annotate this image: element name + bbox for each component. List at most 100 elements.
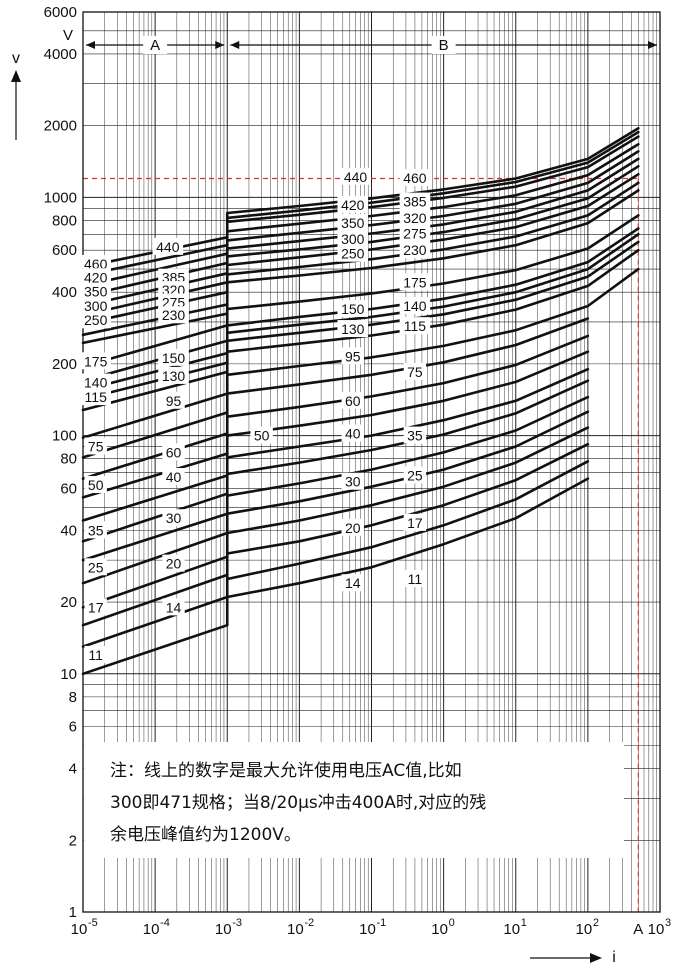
- curve-b-115: [226, 248, 640, 353]
- x-tick-exponent: -4: [160, 917, 170, 929]
- curve-b-40: [226, 367, 590, 459]
- x-tick-exponent: 0: [449, 917, 455, 929]
- curve-label: 20: [345, 520, 361, 536]
- curve-b-20: [226, 426, 590, 535]
- y-axis-arrow: [11, 70, 21, 140]
- curve-label: 11: [408, 571, 423, 587]
- curve-a-30: [81, 512, 229, 562]
- curve-label-bg: [399, 169, 431, 187]
- curve-b-140: [226, 233, 640, 335]
- x-tick-exponent: -1: [377, 917, 387, 929]
- x-tick-label: 10: [431, 921, 448, 938]
- curve-label: 440: [344, 169, 368, 185]
- curve-label: 25: [88, 559, 104, 575]
- curve-label-bg: [158, 348, 189, 366]
- note-line-2: 300即471规格；当8/20μs冲击400A时,对应的残: [110, 793, 486, 813]
- x-axis-arrow: [530, 953, 602, 963]
- x-tick-label: 10: [143, 921, 160, 938]
- curve-label: 140: [84, 375, 108, 391]
- curve-label-bg: [162, 391, 185, 409]
- curve-a-250: [81, 303, 229, 337]
- curve-label-bg: [162, 468, 185, 486]
- x-tick-label: 10: [576, 921, 593, 938]
- curve-label-bg: [84, 437, 107, 455]
- region-arrow-left: [230, 41, 240, 49]
- curve-label: 175: [84, 353, 108, 369]
- region-arrow-right: [215, 41, 225, 49]
- curve-b-350: [226, 150, 640, 242]
- curve-label-bg: [152, 237, 184, 255]
- y-tick-label: 10: [60, 666, 77, 683]
- curve-b-300: [226, 165, 640, 258]
- curve-a-11: [81, 623, 229, 676]
- curve-label-bg: [341, 391, 364, 409]
- region-arrow-left: [86, 41, 95, 49]
- curve-label: 150: [162, 350, 186, 366]
- curve-label-bg: [84, 521, 107, 539]
- curve-label-bg: [162, 554, 185, 572]
- curve-label: 60: [166, 444, 182, 460]
- curve-label-bg: [337, 229, 369, 247]
- curve-b-130: [226, 240, 640, 343]
- curve-b-460: [226, 127, 640, 215]
- x-tick-exponent: 1: [521, 917, 527, 929]
- x-axis-label: i: [612, 949, 616, 966]
- curve-label: 14: [345, 575, 361, 591]
- curve-label-bg: [162, 509, 185, 527]
- curve-label: 275: [403, 226, 427, 242]
- curve-a-75: [81, 411, 229, 459]
- curve-label: 75: [407, 364, 423, 380]
- y-tick-label: 4000: [44, 46, 77, 63]
- curve-label: 420: [341, 197, 365, 213]
- curve-label-bg: [341, 472, 364, 490]
- y-tick-label: 800: [52, 212, 77, 229]
- x-tick-label: 10: [648, 921, 665, 938]
- x-tick-label: 10: [503, 921, 520, 938]
- x-tick-exponent: -5: [88, 917, 98, 929]
- y-tick-label: 6: [69, 719, 77, 736]
- y-tick-label: 2000: [44, 118, 77, 135]
- curve-label: 11: [88, 647, 103, 663]
- y-tick-label: 8: [69, 689, 77, 706]
- curve-label: 75: [88, 438, 104, 454]
- curve-a-35: [81, 492, 229, 543]
- curve-label-bg: [399, 224, 431, 242]
- curve-b-440: [226, 130, 640, 220]
- y-tick-label: 6000: [44, 4, 77, 21]
- x-tick-label: 10: [287, 921, 304, 938]
- curve-label-bg: [158, 306, 189, 324]
- curve-b-60: [226, 334, 590, 418]
- curve-b-230: [226, 189, 640, 284]
- curve-label: 460: [403, 170, 427, 186]
- curve-label-bg: [80, 296, 112, 314]
- curve-label: 300: [341, 231, 365, 247]
- curve-label: 320: [403, 210, 427, 226]
- curve-label: 50: [88, 477, 104, 493]
- plot-frame: [82, 11, 661, 913]
- y-tick-label: 100: [52, 428, 77, 445]
- curve-label: 300: [84, 298, 108, 314]
- region-label-bg: [431, 36, 456, 54]
- x-tick-exponent: -3: [232, 917, 242, 929]
- curve-label: 250: [84, 312, 108, 328]
- curve-label: 350: [341, 215, 365, 231]
- curve-label-bg: [84, 645, 107, 663]
- curve-label: 35: [407, 428, 423, 444]
- curve-a-25: [81, 531, 229, 585]
- curve-label-bg: [403, 362, 427, 380]
- y-tick-label: 400: [52, 284, 77, 301]
- x-tick-exponent: 2: [593, 917, 599, 929]
- x-axis-ticks: 10 -5 10 -4 10 -3 10 -2 10 -1 10 0 10 1 10 2 10 3A: [71, 917, 671, 938]
- curve-label-bg: [337, 195, 369, 213]
- curve-label-bg: [337, 320, 369, 338]
- curve-label: 440: [156, 239, 180, 255]
- curve-label: 150: [341, 301, 365, 317]
- note-line-3: 余电压峰值约为1200V。: [110, 825, 301, 845]
- note-box: 注：线上的数字是最大允许使用电压AC值,比如 300即471规格；当8/20μs…: [84, 742, 624, 858]
- curves: [81, 127, 640, 676]
- curve-b-95: [226, 267, 640, 377]
- curve-label: 140: [403, 298, 427, 314]
- curve-label-bg: [403, 426, 427, 444]
